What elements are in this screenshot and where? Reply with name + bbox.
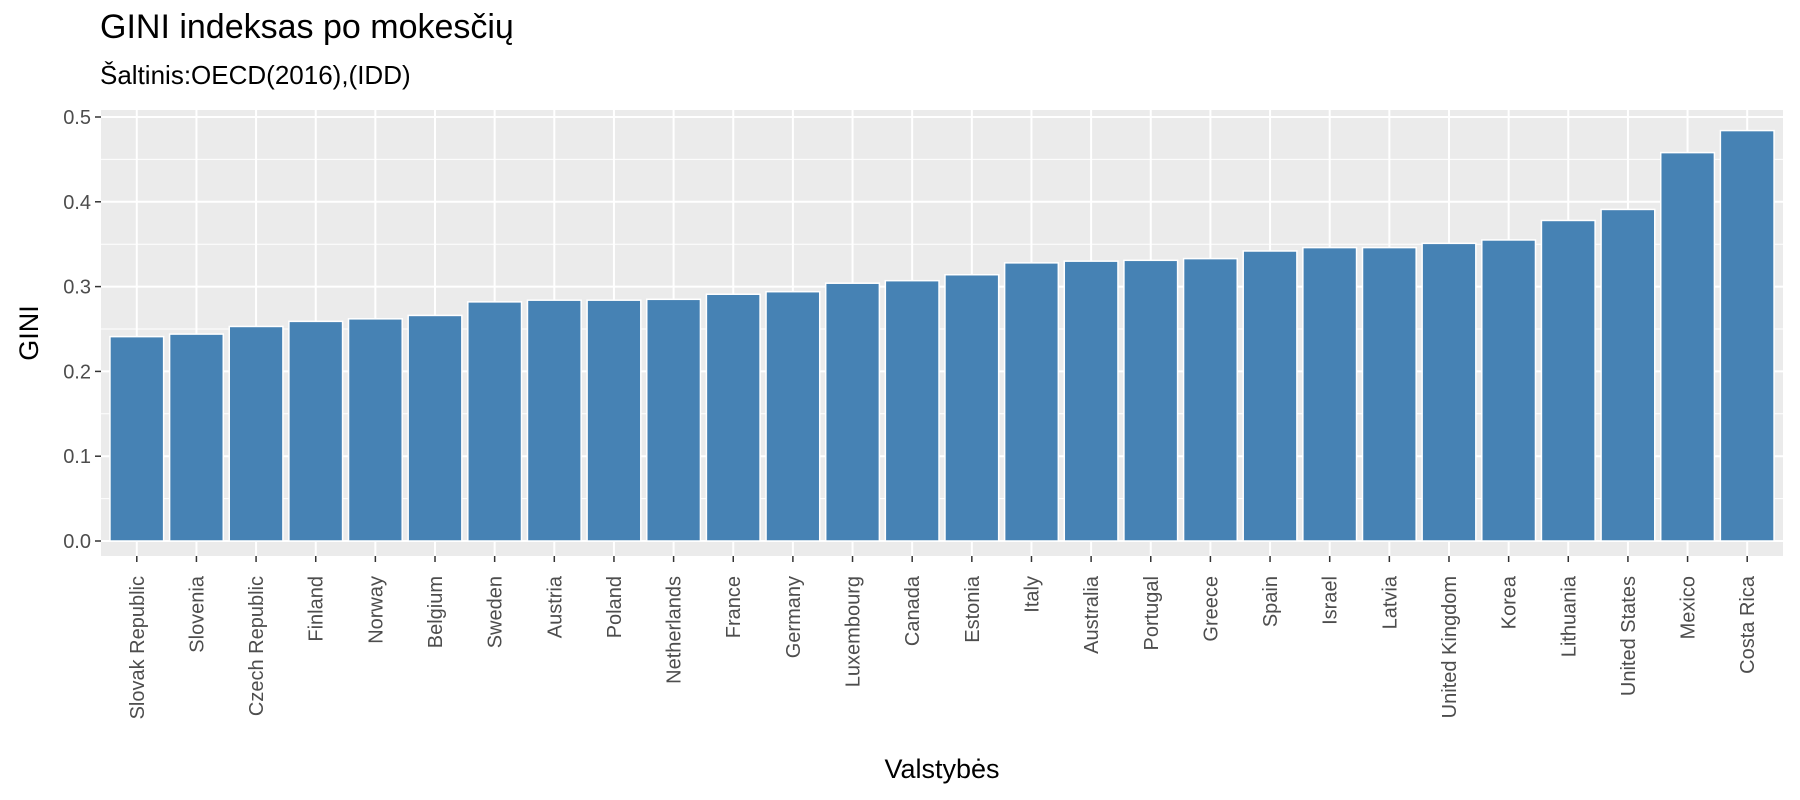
x-tick-label: Canada — [902, 575, 924, 646]
y-tick-label: 0.5 — [63, 107, 91, 129]
x-tick-label: United Kingdom — [1439, 576, 1461, 718]
bar — [1123, 259, 1179, 542]
bar — [467, 301, 523, 542]
x-tick-label: Lithuania — [1558, 575, 1580, 657]
x-tick-label: Norway — [365, 576, 387, 644]
bar — [1421, 242, 1477, 542]
bar — [1003, 262, 1060, 542]
bar — [109, 335, 165, 542]
x-tick-label: Costa Rica — [1737, 575, 1759, 674]
x-tick-label: Mexico — [1678, 576, 1700, 639]
y-tick-label: 0.2 — [63, 361, 91, 383]
y-tick-label: 0.3 — [63, 277, 91, 299]
x-tick-label: Germany — [783, 576, 805, 658]
x-tick-label: United States — [1618, 576, 1640, 696]
bar — [884, 279, 940, 542]
x-tick-label: Italy — [1021, 576, 1043, 613]
x-axis-title: Valstybės — [884, 754, 999, 784]
x-tick-label: Finland — [306, 576, 328, 642]
x-tick-label: Latvia — [1379, 575, 1401, 629]
x-tick-label: Spain — [1260, 576, 1282, 627]
bar — [1540, 219, 1596, 542]
bar — [944, 273, 1000, 542]
x-tick-label: Portugal — [1141, 576, 1163, 651]
bar — [705, 293, 761, 542]
bar — [824, 282, 881, 542]
x-tick-label: Austria — [544, 575, 566, 638]
x-tick-label: Belgium — [425, 576, 447, 648]
x-tick-label: Sweden — [485, 576, 507, 648]
x-axis: Slovak Republic Slovenia Czech Republic Fin… — [127, 556, 1759, 719]
bar — [765, 290, 821, 542]
y-tick-label: 0.1 — [63, 446, 91, 468]
bar — [407, 314, 463, 542]
y-tick-label: 0.4 — [63, 192, 91, 214]
chart-subtitle: Šaltinis:OECD(2016),(IDD) — [100, 60, 411, 90]
x-tick-label: Poland — [604, 576, 626, 638]
x-tick-label: Australia — [1081, 575, 1103, 654]
y-axis: 0.0 0.1 0.2 0.3 0.4 0.5 — [63, 107, 101, 553]
x-tick-label: Greece — [1200, 576, 1222, 642]
x-tick-label: Estonia — [962, 575, 984, 643]
y-axis-title: GINI — [14, 305, 44, 361]
bar — [1063, 260, 1119, 542]
bar — [228, 325, 284, 542]
x-tick-label: Czech Republic — [246, 576, 268, 716]
bar — [1182, 257, 1238, 542]
bar — [646, 298, 702, 542]
bar — [1481, 239, 1537, 542]
bar — [1719, 129, 1775, 542]
x-tick-label: Slovenia — [186, 575, 208, 653]
x-tick-label: Slovak Republic — [127, 576, 149, 719]
bar — [1242, 250, 1298, 542]
bar — [1302, 246, 1358, 542]
x-tick-label: France — [723, 576, 745, 638]
x-tick-label: Netherlands — [664, 576, 686, 684]
x-tick-label: Israel — [1320, 576, 1342, 625]
x-tick-label: Korea — [1499, 575, 1521, 629]
bar — [347, 318, 403, 542]
bars — [109, 129, 1775, 542]
x-tick-label: Luxembourg — [843, 576, 865, 687]
bar — [1600, 208, 1656, 542]
bar — [586, 299, 642, 542]
chart-title: GINI indeksas po mokesčių — [100, 8, 514, 46]
bar — [1361, 246, 1417, 542]
bar — [288, 320, 344, 542]
y-tick-label: 0.0 — [63, 531, 91, 553]
bar — [526, 299, 582, 542]
bar — [1659, 151, 1716, 542]
bar — [168, 333, 225, 542]
